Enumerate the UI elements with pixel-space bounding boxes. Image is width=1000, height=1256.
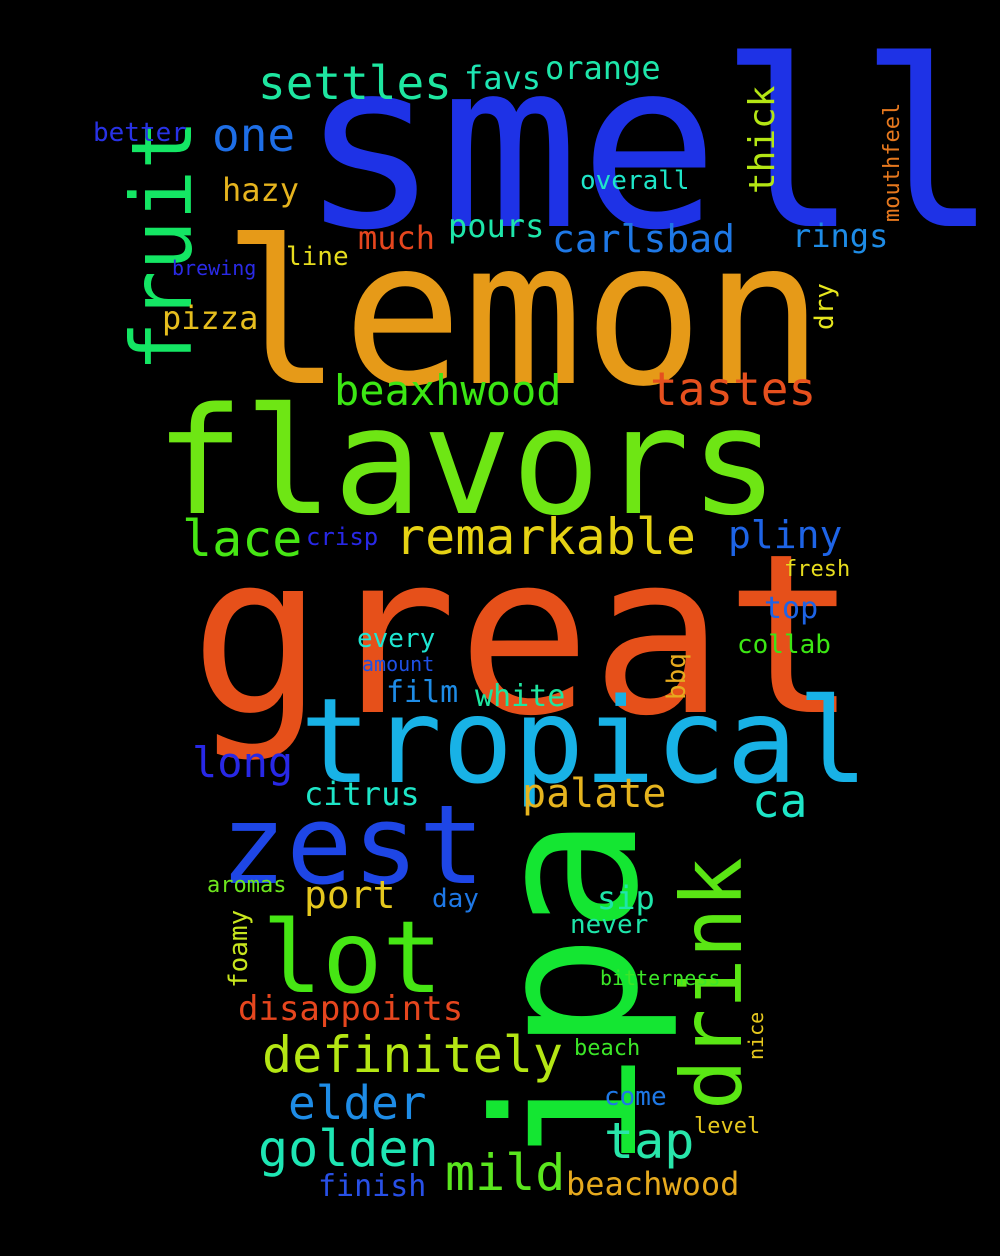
word-finish: finish (318, 1169, 427, 1204)
word-fresh: fresh (784, 557, 851, 582)
word-thick: thick (742, 85, 783, 194)
word-bbq: bbq (662, 653, 692, 700)
word-line: line (286, 242, 349, 272)
word-disappoints: disappoints (238, 989, 464, 1029)
word-never: never (570, 910, 649, 940)
word-much: much (358, 219, 436, 257)
word-better: better (93, 118, 187, 148)
word-mouthfeel: mouthfeel (880, 102, 905, 222)
word-definitely: definitely (262, 1026, 564, 1084)
word-come: come (604, 1082, 667, 1112)
word-orange: orange (545, 49, 661, 87)
word-pliny: pliny (728, 513, 843, 557)
word-day: day (432, 884, 479, 914)
word-crisp: crisp (306, 523, 379, 551)
word-nice: nice (744, 1011, 768, 1060)
word-bitterness: bitterness (600, 966, 721, 990)
word-lemon: lemon (222, 198, 825, 431)
word-ca: ca (752, 774, 808, 828)
word-collab: collab (737, 630, 831, 660)
word-one: one (212, 108, 296, 162)
word-port: port (304, 873, 396, 917)
word-golden: golden (258, 1120, 439, 1178)
word-favs: favs (464, 59, 542, 97)
word-film: film (386, 675, 459, 710)
word-elder: elder (288, 1076, 427, 1130)
word-overall: overall (580, 166, 690, 196)
word-pours: pours (448, 207, 545, 245)
word-lot: lot (262, 899, 443, 1016)
word-smell: smell (300, 11, 999, 281)
word-brewing: brewing (172, 256, 257, 280)
word-lace: lace (182, 510, 303, 568)
word-dry: dry (810, 283, 840, 330)
word-remarkable: remarkable (395, 508, 697, 566)
word-long: long (192, 738, 294, 787)
word-palate: palate (522, 771, 667, 817)
word-hazy: hazy (222, 171, 300, 209)
word-settles: settles (258, 56, 452, 110)
word-carlsbad: carlsbad (552, 217, 736, 261)
word-pizza: pizza (162, 299, 259, 337)
word-mild: mild (445, 1144, 566, 1202)
word-tropical: tropical (300, 672, 869, 810)
word-beaxhwood: beaxhwood (334, 366, 562, 415)
word-every: every (357, 624, 436, 654)
word-citrus: citrus (304, 775, 420, 813)
word-amount: amount (362, 652, 435, 676)
word-tap: tap (604, 1112, 695, 1170)
word-aromas: aromas (207, 873, 287, 898)
word-beachwood: beachwood (566, 1165, 740, 1203)
word-rings: rings (792, 217, 889, 255)
word-foamy: foamy (224, 909, 254, 988)
word-tastes: tastes (650, 362, 817, 416)
word-sip: sip (597, 879, 655, 917)
word-beach: beach (574, 1036, 641, 1061)
word-top: top (764, 591, 819, 626)
word-zest: zest (220, 781, 485, 909)
word-flavors: flavors (155, 376, 779, 548)
word-white: white (475, 679, 566, 714)
word-level: level (694, 1114, 761, 1139)
word-great: great (190, 507, 859, 765)
